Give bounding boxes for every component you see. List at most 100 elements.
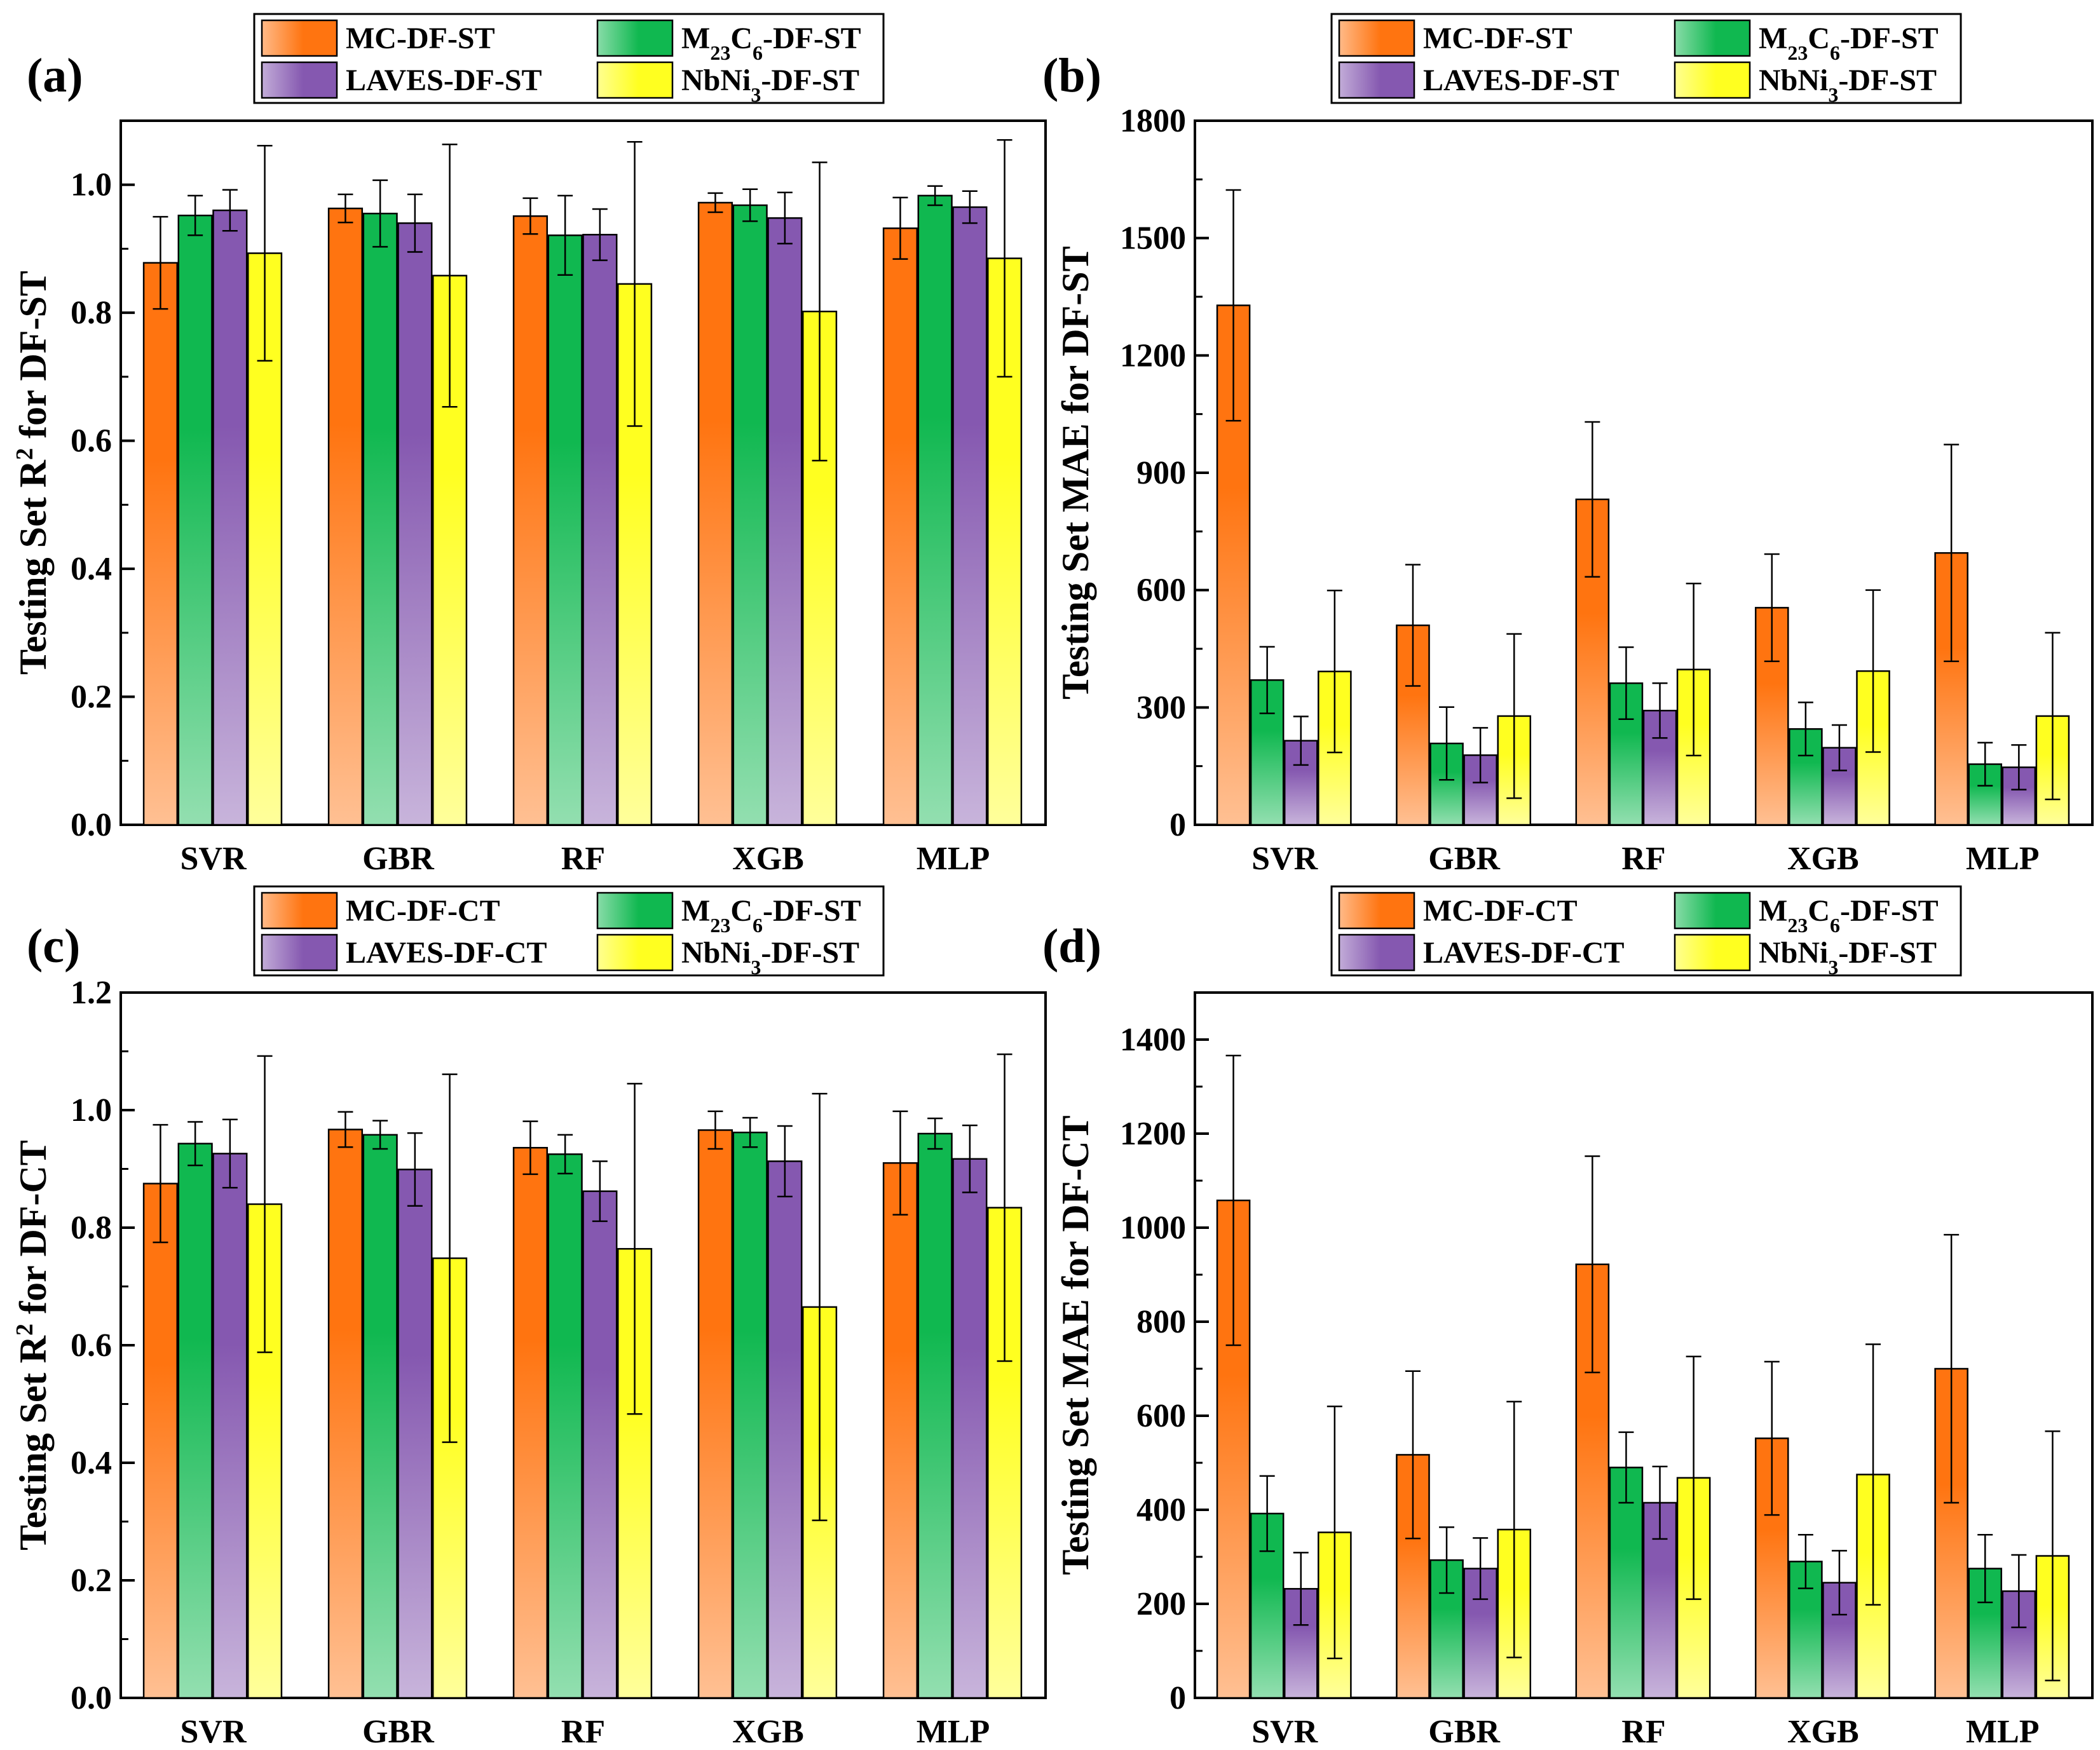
legend-label: M23C6-DF-ST	[1759, 894, 1939, 937]
legend-label: M23C6-DF-ST	[681, 22, 861, 64]
bar	[732, 204, 768, 826]
legend-label: M23C6-DF-ST	[1759, 22, 1939, 64]
bar	[767, 217, 803, 826]
x-tick-label: XGB	[1787, 1714, 1859, 1750]
y-tick-label: 0.0	[71, 807, 112, 843]
legend-label: LAVES-DF-ST	[346, 64, 542, 97]
y-tick-label: 1.2	[71, 975, 112, 1011]
chart-panel: (c) 0.0 0.2 0.4 0.6 0.8 1.0 1.2 Testing Set R2 f…	[11, 885, 1047, 1750]
legend-label: MC-DF-ST	[1423, 22, 1572, 55]
y-tick-label: 600	[1136, 573, 1186, 609]
bar	[732, 1131, 768, 1699]
bar	[327, 1129, 364, 1699]
legend-label: LAVES-DF-CT	[1423, 936, 1625, 970]
bar	[397, 1169, 433, 1699]
legend-box	[253, 885, 885, 977]
legend-label: NbNi3-DF-ST	[1759, 64, 1937, 106]
legend-label: LAVES-DF-ST	[1423, 64, 1619, 97]
y-tick-label: 200	[1136, 1586, 1186, 1622]
x-tick-label: RF	[561, 841, 605, 877]
x-tick-label: RF	[561, 1714, 605, 1750]
y-tick-label: 1500	[1120, 220, 1186, 257]
y-tick-label: 0.2	[71, 1563, 112, 1599]
legend: MC-DF-ST M23C6-DF-ST LAVES-DF-ST NbNi3-DF-S…	[253, 13, 885, 106]
x-tick-label: SVR	[1251, 1714, 1318, 1750]
legend-label: M23C6-DF-ST	[681, 894, 861, 937]
bar	[142, 262, 179, 826]
bar	[327, 207, 364, 826]
legend-swatch	[596, 61, 674, 99]
bar	[697, 201, 733, 826]
bar	[512, 1146, 549, 1699]
y-tick-label: 0.6	[71, 423, 112, 459]
chart-panel: (b) 0 300 600 900 1200 1500 1800 Testing Set MAE…	[1042, 13, 2094, 877]
y-tick-label: 800	[1136, 1304, 1186, 1340]
bar	[882, 1162, 918, 1699]
y-tick-label: 0.8	[71, 295, 112, 331]
legend-label: LAVES-DF-CT	[346, 936, 547, 970]
x-tick-label: SVR	[180, 1714, 247, 1750]
bar	[917, 194, 953, 826]
bar	[212, 209, 248, 826]
x-tick-label: XGB	[1787, 841, 1859, 877]
panel-label: (d)	[1042, 919, 1101, 973]
y-tick-label: 0.2	[71, 679, 112, 716]
legend-label: MC-DF-ST	[346, 22, 495, 55]
bar	[212, 1153, 248, 1699]
bar	[547, 234, 583, 826]
legend-box	[1330, 885, 1962, 977]
legend: MC-DF-CT M23C6-DF-ST LAVES-DF-CT NbNi3-DF-S…	[253, 885, 885, 979]
bar	[512, 215, 549, 826]
y-tick-label: 400	[1136, 1492, 1186, 1528]
x-tick-label: MLP	[1966, 1714, 2040, 1750]
legend-box	[253, 13, 885, 104]
legend-swatch	[1338, 892, 1415, 930]
x-tick-label: RF	[1621, 1714, 1665, 1750]
legend-swatch	[1338, 933, 1415, 972]
legend-swatch	[261, 892, 338, 930]
y-tick-label: 1000	[1120, 1210, 1186, 1246]
y-tick-label: 0	[1169, 807, 1186, 843]
legend-swatch	[596, 933, 674, 972]
legend-swatch	[261, 933, 338, 972]
bar	[177, 214, 213, 826]
bar	[917, 1132, 953, 1699]
x-tick-label: MLP	[1966, 841, 2040, 877]
y-tick-label: 0.0	[71, 1680, 112, 1716]
x-tick-label: MLP	[917, 1714, 990, 1750]
chart-panel: (a) 0.0 0.2 0.4 0.6 0.8 1.0 Testing Set R2 for …	[11, 13, 1047, 877]
y-tick-label: 1200	[1120, 1116, 1186, 1152]
bar	[767, 1160, 803, 1699]
panel-label: (b)	[1042, 49, 1101, 102]
bar	[397, 222, 433, 826]
legend-swatch	[1674, 933, 1751, 972]
y-axis-title: Testing Set MAE for DF-ST	[1054, 246, 1096, 699]
bar	[362, 212, 398, 826]
legend-swatch	[1338, 61, 1415, 99]
y-tick-label: 1.0	[71, 1092, 112, 1129]
x-tick-label: XGB	[732, 841, 804, 877]
bar	[697, 1129, 733, 1699]
legend-label: MC-DF-CT	[1423, 894, 1578, 928]
y-tick-label: 1400	[1120, 1022, 1186, 1058]
legend-label: NbNi3-DF-ST	[681, 936, 859, 979]
x-tick-label: RF	[1621, 841, 1665, 877]
bar	[582, 1190, 618, 1699]
x-tick-label: MLP	[917, 841, 990, 877]
legend-swatch	[596, 892, 674, 930]
bar	[582, 234, 618, 826]
panel-label: (c)	[27, 919, 80, 973]
y-axis-title: Testing Set R2 for DF-CT	[11, 1140, 54, 1550]
x-tick-label: GBR	[1428, 1714, 1501, 1750]
bar	[362, 1134, 398, 1699]
legend-label: NbNi3-DF-ST	[1759, 936, 1937, 979]
y-axis-title: Testing Set MAE for DF-CT	[1054, 1115, 1096, 1575]
x-tick-label: SVR	[180, 841, 247, 877]
legend: MC-DF-CT M23C6-DF-ST LAVES-DF-CT NbNi3-DF-S…	[1330, 885, 1962, 979]
y-tick-label: 0.8	[71, 1210, 112, 1246]
legend-swatch	[1338, 19, 1415, 57]
legend-swatch	[261, 19, 338, 57]
legend-swatch	[1674, 19, 1751, 57]
y-tick-label: 1.0	[71, 167, 112, 203]
y-tick-label: 300	[1136, 689, 1186, 726]
